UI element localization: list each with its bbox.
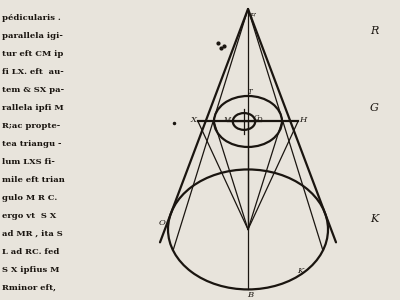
Text: L ad RC. fed: L ad RC. fed [2,248,59,256]
Text: lum LXS fi-: lum LXS fi- [2,158,55,166]
Text: Rminor eft,: Rminor eft, [2,284,56,292]
Text: pédicularis .: pédicularis . [2,14,61,22]
Text: K: K [370,214,378,224]
Text: R: R [370,26,378,37]
Text: X: X [190,116,196,124]
Text: parallela igi-: parallela igi- [2,32,63,40]
Text: T: T [248,88,252,96]
Text: fi LX. eft  au-: fi LX. eft au- [2,68,64,76]
Text: ergo vt  S X: ergo vt S X [2,212,56,220]
Text: rallela ipfi M: rallela ipfi M [2,104,64,112]
Text: M: M [223,116,230,124]
Text: mile eft trian: mile eft trian [2,176,65,184]
Text: O: O [158,219,166,227]
Text: tea triangu -: tea triangu - [2,140,62,148]
Text: C: C [253,115,259,122]
Text: tem & SX pa-: tem & SX pa- [2,86,64,94]
Text: S X ipfius M: S X ipfius M [2,266,59,274]
Text: F: F [249,13,255,20]
Text: tur eft CM ip: tur eft CM ip [2,50,63,58]
Text: B: B [247,291,253,299]
Text: H: H [299,116,306,124]
Text: ad MR , ita S: ad MR , ita S [2,230,63,238]
Text: gulo M R C.: gulo M R C. [2,194,57,202]
Text: R;ac propte-: R;ac propte- [2,122,60,130]
Text: K: K [297,267,303,275]
Text: D: D [256,116,262,124]
Text: G: G [370,103,378,113]
